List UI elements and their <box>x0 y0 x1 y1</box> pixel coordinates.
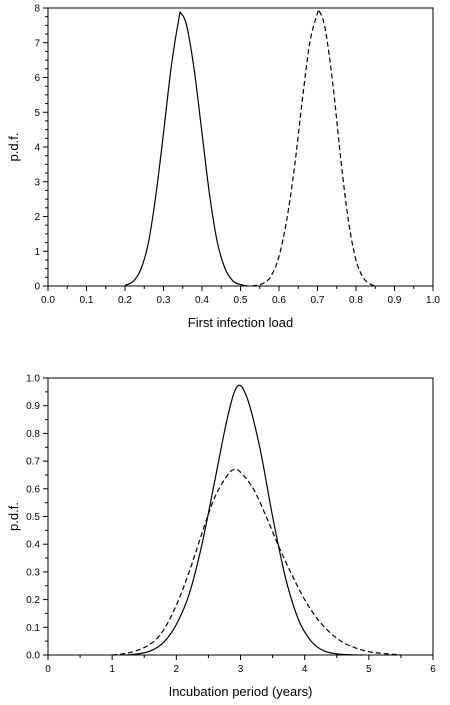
y-tick-label: 1 <box>34 247 40 258</box>
y-tick-label: 0 <box>34 282 40 293</box>
x-axis-label: Incubation period (years) <box>169 684 313 699</box>
chart-panel-bottom: 0 1 2 3 4 5 6 0.0 0.1 0.2 0.3 0.4 0.5 0.6 0.7 0.8 0.9 1.0… <box>6 374 436 700</box>
y-tick-label: 0.9 <box>26 401 40 412</box>
y-tick-label: 0.0 <box>26 651 40 662</box>
x-tick-label: 6 <box>430 664 436 675</box>
y-tick-label: 1.0 <box>26 374 40 385</box>
x-tick-label: 2 <box>174 664 180 675</box>
y-tick-label: 6 <box>34 73 40 84</box>
x-tick-label: 5 <box>366 664 372 675</box>
x-tick-label: 0.2 <box>118 295 132 306</box>
plot-frame <box>47 7 434 287</box>
x-tick-label: 0.9 <box>388 295 402 306</box>
x-tick-label: 0.5 <box>234 295 248 306</box>
y-tick-label: 3 <box>34 177 40 188</box>
y-tick-label: 2 <box>34 212 40 223</box>
y-tick-label: 0.4 <box>26 540 40 551</box>
series-line-dashed <box>251 8 376 287</box>
y-tick-label: 0.2 <box>26 595 40 606</box>
y-axis-label: p.d.f. <box>6 133 21 162</box>
y-tick-label: 7 <box>34 38 40 49</box>
x-tick-label: 1.0 <box>426 295 440 306</box>
x-tick-label: 0.1 <box>80 295 94 306</box>
x-tick-label: 0.4 <box>195 295 209 306</box>
y-axis-label: p.d.f. <box>6 502 21 531</box>
y-tick-label: 8 <box>34 4 40 15</box>
y-tick-label: 0.7 <box>26 457 40 468</box>
x-tick-label: 0 <box>45 664 51 675</box>
plot-frame <box>47 377 434 656</box>
x-tick-label: 0.8 <box>349 295 363 306</box>
y-tick-label: 0.8 <box>26 429 40 440</box>
x-tick-label: 3 <box>238 664 244 675</box>
series-line-solid <box>124 384 363 656</box>
y-tick-label: 5 <box>34 108 40 119</box>
x-tick-label: 1 <box>109 664 115 675</box>
y-tick-label: 0.1 <box>26 623 40 634</box>
x-tick-label: 0.6 <box>272 295 286 306</box>
y-tick-label: 0.3 <box>26 567 40 578</box>
y-tick-label: 0.5 <box>26 512 40 523</box>
x-axis-label: First infection load <box>188 315 294 330</box>
series-line-solid <box>124 11 249 287</box>
y-tick-label: 4 <box>34 143 40 154</box>
x-tick-label: 0.0 <box>41 295 55 306</box>
x-tick-label: 0.3 <box>157 295 171 306</box>
y-tick-label: 0.6 <box>26 484 40 495</box>
x-tick-label: 0.7 <box>311 295 325 306</box>
x-tick-label: 4 <box>302 664 308 675</box>
chart-panel-top: 0.0 0.1 0.2 0.3 0.4 0.5 0.6 0.7 0.8 0.9 1.0 0 1 2 3 4 5 6… <box>6 4 440 331</box>
series-line-dashed <box>112 468 401 656</box>
